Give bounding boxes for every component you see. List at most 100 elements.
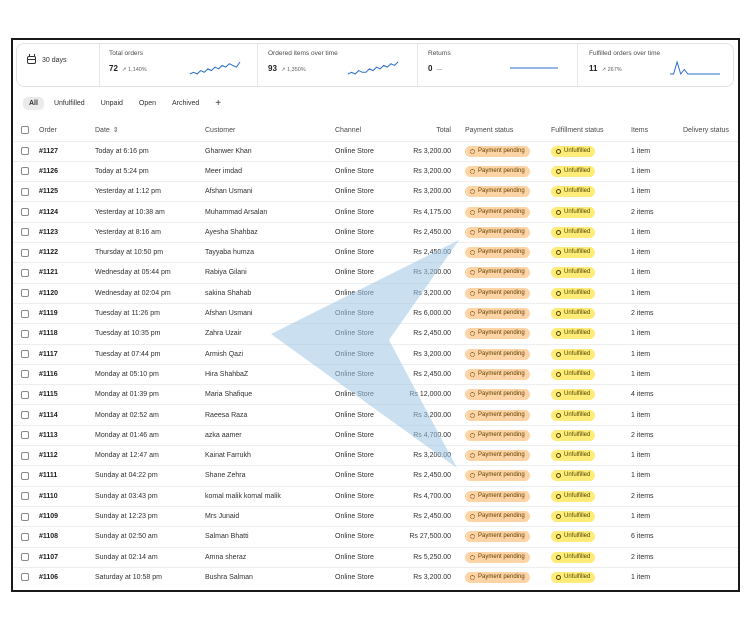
payment-status-badge: Payment pending — [465, 247, 530, 259]
row-checkbox[interactable] — [21, 167, 29, 176]
table-row[interactable]: #1116 Monday at 05:10 pm Hira ShahbaZ Onlin… — [13, 363, 738, 384]
row-checkbox[interactable] — [21, 471, 29, 480]
table-row[interactable]: #1107 Sunday at 02:14 am Amna sheraz Online… — [13, 546, 738, 567]
table-row[interactable]: #1106 Saturday at 10:58 pm Bushra Salman On… — [13, 566, 738, 587]
tab-all[interactable]: All — [23, 97, 44, 110]
payment-pending-icon — [470, 290, 475, 296]
column-total[interactable]: Total — [436, 126, 451, 134]
table-row[interactable]: #1123 Yesterday at 8:16 am Ayesha Shahbaz O… — [13, 221, 738, 242]
payment-status-badge: Payment pending — [465, 328, 530, 340]
payment-status-text: Payment pending — [478, 167, 525, 174]
fulfillment-status-text: Unfulfilled — [564, 391, 591, 398]
fulfillment-status-badge: Unfulfilled — [551, 308, 596, 320]
table-row[interactable]: #1122 Thursday at 10:50 pm Tayyaba humza On… — [13, 242, 738, 262]
row-checkbox[interactable] — [21, 248, 29, 257]
row-checkbox[interactable] — [21, 512, 29, 521]
table-row[interactable]: #1112 Monday at 12:47 am Kainat Farrukh Onl… — [13, 445, 738, 465]
row-checkbox[interactable] — [21, 208, 29, 217]
table-row[interactable]: #1126 Today at 5:24 pm Meer imdad Online St… — [13, 160, 738, 181]
order-total: Rs 5,250.00 — [413, 553, 451, 561]
tab-archived[interactable]: Archived — [172, 100, 200, 107]
fulfillment-status-badge: Unfulfilled — [551, 226, 596, 238]
sparkline-fulfilled-orders — [670, 60, 720, 76]
channel: Online Store — [335, 330, 374, 338]
item-count: 1 item — [631, 573, 651, 581]
tab-unfulfilled[interactable]: Unfulfilled — [53, 100, 85, 107]
metric-ordered-items[interactable]: Ordered items over time 93 ↗ 1,350% — [268, 50, 338, 73]
payment-pending-icon — [470, 270, 475, 276]
table-row[interactable]: #1117 Tuesday at 07:44 pm Armish Qazi Onlin… — [13, 343, 738, 364]
add-view-button[interactable]: + — [215, 98, 222, 109]
order-number: #1122 — [39, 249, 59, 257]
customer-name: Salman Bhatti — [205, 533, 249, 541]
item-count: 1 item — [631, 472, 651, 480]
order-total: Rs 2,450.00 — [413, 472, 451, 480]
table-row[interactable]: #1113 Monday at 01:46 am azka aamer Online … — [13, 424, 738, 445]
table-row[interactable]: #1108 Sunday at 02:50 am Salman Bhatti Onli… — [13, 526, 738, 546]
row-checkbox[interactable] — [21, 309, 29, 318]
table-row[interactable]: #1114 Monday at 02:52 am Raeesa Raza Online… — [13, 404, 738, 424]
payment-status-badge: Payment pending — [465, 571, 530, 583]
row-checkbox[interactable] — [21, 147, 29, 156]
payment-status-text: Payment pending — [478, 330, 525, 337]
unfulfilled-icon — [556, 168, 561, 174]
column-items[interactable]: Items — [631, 126, 649, 134]
metric-label: Returns — [428, 50, 451, 57]
column-payment-status[interactable]: Payment status — [465, 126, 514, 134]
row-checkbox[interactable] — [21, 411, 29, 420]
column-order[interactable]: Order — [39, 126, 57, 134]
fulfillment-status-badge: Unfulfilled — [551, 470, 596, 482]
order-total: Rs 4,700.00 — [413, 431, 451, 439]
calendar-icon — [27, 54, 36, 64]
metric-returns[interactable]: Returns 0 — — [428, 50, 451, 73]
row-checkbox[interactable] — [21, 553, 29, 562]
table-row[interactable]: #1109 Sunday at 12:23 pm Mrs Junaid Online … — [13, 505, 738, 526]
row-checkbox[interactable] — [21, 228, 29, 237]
row-checkbox[interactable] — [21, 370, 29, 379]
metric-fulfilled-orders[interactable]: Fulfilled orders over time 11 ↗ 267% — [589, 50, 660, 73]
column-delivery-status[interactable]: Delivery status — [683, 126, 729, 134]
row-checkbox[interactable] — [21, 350, 29, 359]
fulfillment-status-badge: Unfulfilled — [551, 531, 596, 543]
column-date-sort[interactable]: Date ⇕ — [95, 120, 119, 140]
table-row[interactable]: #1110 Sunday at 03:43 pm komal malik komal… — [13, 485, 738, 506]
table-row[interactable]: #1121 Wednesday at 05:44 pm Rabiya Gilani O… — [13, 262, 738, 282]
tab-open[interactable]: Open — [138, 100, 157, 107]
row-checkbox[interactable] — [21, 390, 29, 399]
fulfillment-status-text: Unfulfilled — [564, 269, 591, 276]
order-total: Rs 2,450.00 — [413, 513, 451, 521]
tab-unpaid[interactable]: Unpaid — [100, 100, 123, 107]
date-range-button[interactable]: 30 days — [27, 54, 67, 64]
channel: Online Store — [335, 492, 374, 500]
payment-status-badge: Payment pending — [465, 490, 530, 502]
row-checkbox[interactable] — [21, 329, 29, 338]
table-row[interactable]: #1118 Tuesday at 10:35 pm Zahra Uzair Onlin… — [13, 323, 738, 343]
column-fulfillment-status[interactable]: Fulfillment status — [551, 126, 604, 134]
table-row[interactable]: #1120 Wednesday at 02:04 pm sakina Shahab O… — [13, 282, 738, 303]
fulfillment-status-text: Unfulfilled — [564, 533, 591, 540]
row-checkbox[interactable] — [21, 268, 29, 277]
table-row[interactable]: #1125 Yesterday at 1:12 pm Afshan Usmani On… — [13, 181, 738, 201]
table-row[interactable]: #1124 Yesterday at 10:38 am Muhammad Arsal… — [13, 201, 738, 221]
column-channel[interactable]: Channel — [335, 126, 362, 134]
row-checkbox[interactable] — [21, 492, 29, 501]
payment-status-text: Payment pending — [478, 573, 525, 580]
payment-pending-icon — [470, 148, 475, 154]
fulfillment-status-badge: Unfulfilled — [551, 267, 596, 279]
table-row[interactable]: #1127 Today at 6:16 pm Ghanwer Khan Online … — [13, 140, 738, 161]
table-row[interactable]: #1111 Sunday at 04:22 pm Shane Zehra Online… — [13, 465, 738, 485]
table-row[interactable]: #1115 Monday at 01:39 pm Maria Shafique Onl… — [13, 384, 738, 404]
row-checkbox[interactable] — [21, 187, 29, 196]
row-checkbox[interactable] — [21, 451, 29, 460]
row-checkbox[interactable] — [21, 289, 29, 298]
row-checkbox[interactable] — [21, 573, 29, 582]
row-checkbox[interactable] — [21, 431, 29, 440]
select-all-checkbox[interactable] — [21, 126, 29, 135]
table-row[interactable]: #1119 Tuesday at 11:26 pm Afshan Usmani Onl… — [13, 302, 738, 323]
order-date: Tuesday at 07:44 pm — [95, 350, 161, 358]
column-customer[interactable]: Customer — [205, 126, 236, 134]
payment-status-badge: Payment pending — [465, 429, 530, 441]
row-checkbox[interactable] — [21, 532, 29, 541]
metric-total-orders[interactable]: Total orders 72 ↗ 1,140% — [109, 50, 147, 73]
sparkline-ordered-items — [347, 61, 399, 75]
